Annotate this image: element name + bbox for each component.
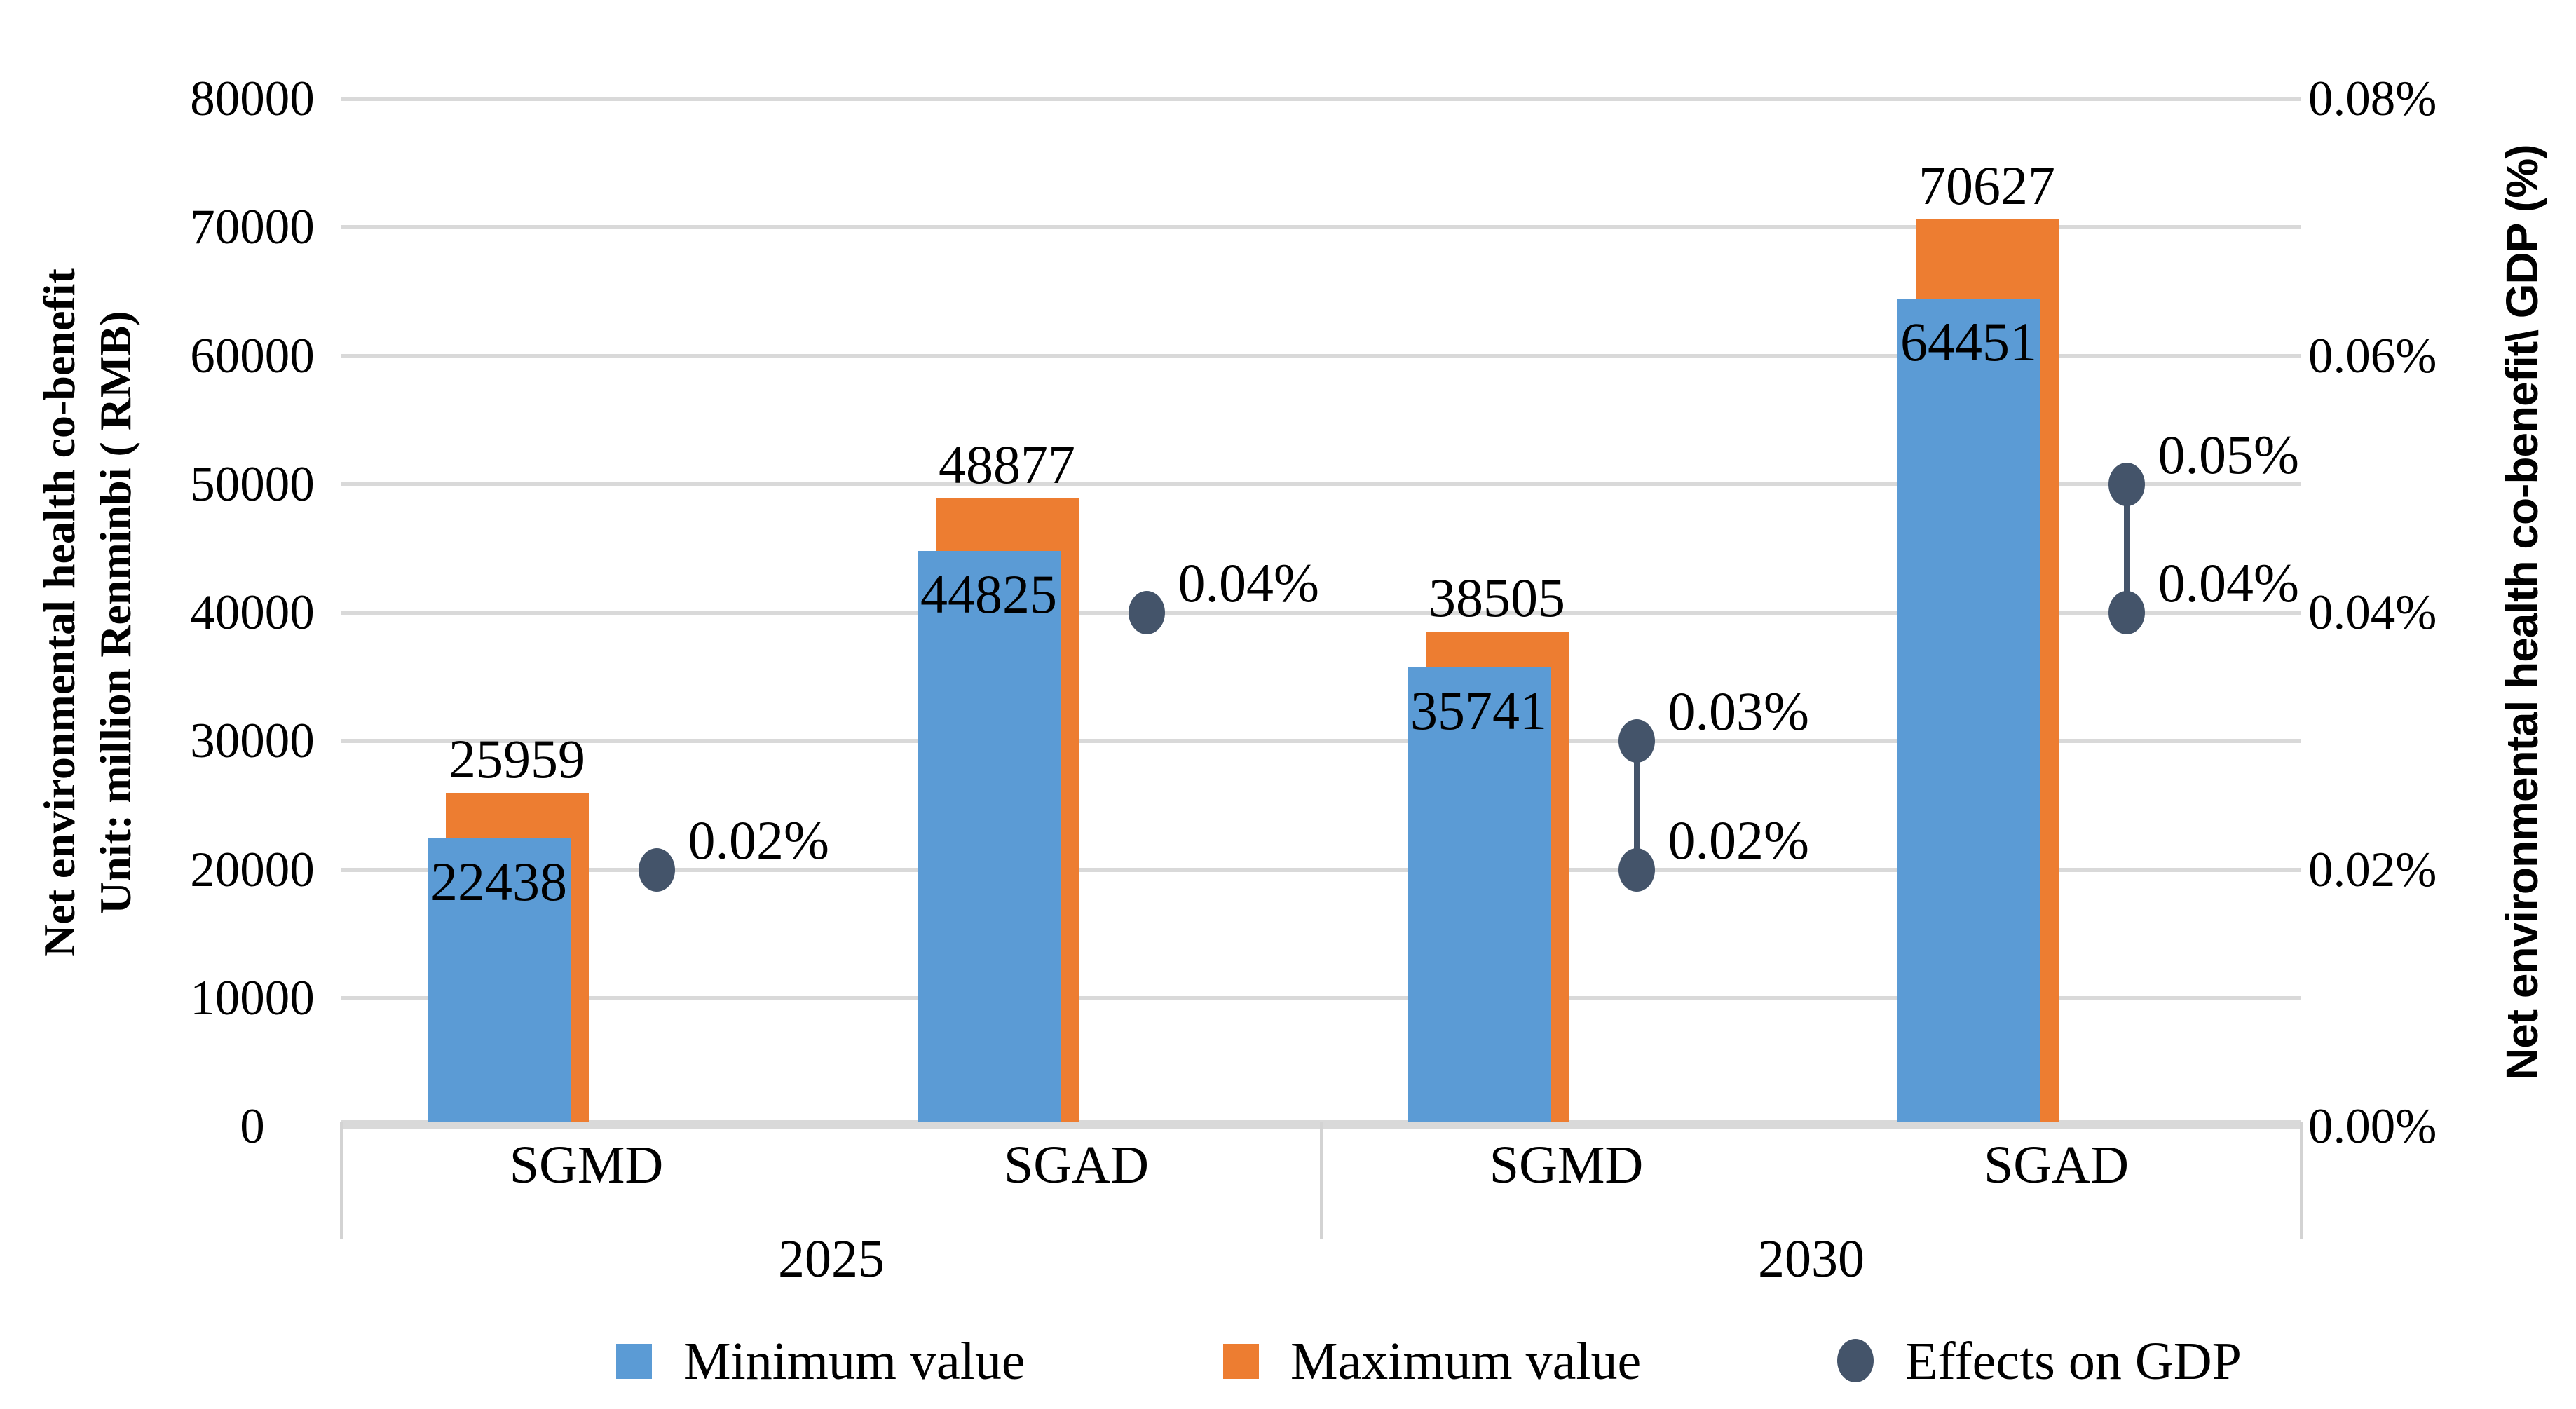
gdp-dot [1618,719,1655,763]
category-label: SGAD [1004,1136,1149,1194]
axis-bracket-line [1320,1122,1323,1239]
gdp-dot-label: 0.04% [2158,552,2299,613]
legend-swatch-maximum [1223,1344,1259,1379]
gdp-dot-label: 0.02% [1668,809,1809,871]
axis-bracket-line [2300,1122,2303,1239]
bar-value-label-maximum: 70627 [1919,154,2055,216]
left-axis-tick: 80000 [190,72,315,126]
bar-value-label-minimum: 64451 [1900,311,2037,372]
left-axis-tick: 30000 [190,714,315,769]
gdp-dot-label: 0.03% [1668,681,1809,742]
gdp-dot-label: 0.04% [1178,552,1319,613]
left-axis-tick: 70000 [190,200,315,255]
legend-swatch-minimum [616,1344,652,1379]
gridline [341,611,2301,615]
legend-label-maximum: Maximum value [1290,1332,1642,1391]
right-axis-tick: 0.02% [2308,842,2437,897]
bar-value-label-maximum: 48877 [939,434,1075,496]
gdp-dot-label: 0.05% [2158,423,2299,485]
legend-dot-icon [1837,1339,1874,1382]
gridline [341,225,2301,230]
bar-minimum-value [1897,298,2040,1122]
gdp-dot [638,848,675,892]
category-label: SGMD [1489,1136,1644,1194]
year-label: 2030 [1758,1230,1865,1288]
gridline [341,995,2301,1000]
bar-value-label-maximum: 38505 [1429,567,1565,629]
year-label: 2025 [778,1230,885,1288]
gridline [341,867,2301,872]
bar-minimum-value [427,838,571,1122]
gdp-dot [2108,462,2145,506]
axis-bracket-line [340,1122,343,1239]
legend-label-gdp: Effects on GDP [1905,1332,2242,1391]
right-axis-tick: 0.04% [2308,585,2437,640]
gridline [341,97,2301,101]
left-axis-tick: 40000 [190,585,315,640]
category-label: SGAD [1984,1136,2129,1194]
gdp-connector-line [1633,741,1640,870]
right-axis-tick: 0.06% [2308,328,2437,383]
bar-value-label-minimum: 22438 [430,850,567,912]
left-axis-tick: 20000 [190,842,315,897]
bar-value-label-maximum: 25959 [449,728,585,790]
left-axis-tick: 50000 [190,456,315,512]
gdp-connector-line [2123,484,2130,613]
category-label: SGMD [509,1136,664,1194]
gridline [341,353,2301,358]
right-axis-tick: 0.00% [2308,1099,2437,1154]
bar-minimum-value [917,550,1061,1122]
gdp-dot-label: 0.02% [688,809,829,871]
right-axis-tick: 0.08% [2308,72,2437,126]
left-axis-tick: 0 [240,1099,265,1154]
bar-value-label-minimum: 35741 [1410,680,1547,742]
gridline [341,739,2301,744]
bar-minimum-value [1407,667,1551,1122]
legend-label-minimum: Minimum value [683,1332,1025,1391]
gdp-dot [1128,591,1165,634]
bar-value-label-minimum: 44825 [920,563,1057,625]
gridline [341,482,2301,486]
gdp-dot [1618,848,1655,892]
left-axis-tick: 10000 [190,970,315,1026]
left-axis-tick: 60000 [190,328,315,383]
gdp-dot [2108,591,2145,634]
